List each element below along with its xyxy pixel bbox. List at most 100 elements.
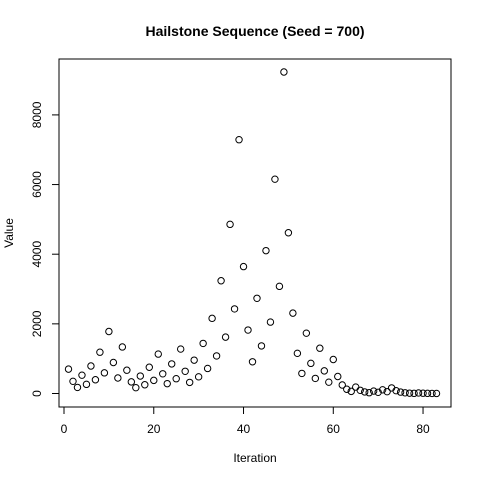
data-point bbox=[365, 388, 373, 397]
data-point bbox=[275, 282, 284, 291]
data-point bbox=[352, 383, 360, 391]
chart-title: Hailstone Sequence (Seed = 700) bbox=[145, 23, 364, 39]
data-point bbox=[141, 381, 149, 389]
data-point bbox=[226, 220, 234, 229]
data-point bbox=[212, 352, 221, 360]
data-point bbox=[401, 389, 409, 397]
data-point bbox=[302, 329, 311, 337]
y-tick-label: 0 bbox=[30, 390, 44, 397]
data-point bbox=[356, 386, 364, 394]
data-point bbox=[221, 333, 230, 341]
data-point bbox=[432, 389, 441, 398]
x-tick-label: 20 bbox=[147, 422, 161, 436]
y-tick-label: 8000 bbox=[30, 101, 44, 128]
data-point bbox=[320, 367, 329, 375]
y-tick-label: 6000 bbox=[30, 171, 44, 198]
x-axis-label: Iteration bbox=[233, 451, 276, 465]
data-point bbox=[289, 309, 297, 317]
x-tick-label: 80 bbox=[416, 422, 430, 436]
data-point bbox=[82, 380, 91, 389]
data-point bbox=[132, 383, 140, 392]
data-point bbox=[123, 366, 131, 374]
data-point bbox=[208, 314, 216, 323]
data-point bbox=[168, 360, 176, 368]
data-point bbox=[298, 369, 306, 378]
data-point bbox=[338, 381, 346, 389]
data-point bbox=[369, 387, 378, 395]
data-point bbox=[69, 377, 77, 386]
data-point bbox=[239, 262, 248, 271]
data-point bbox=[414, 389, 423, 397]
plot-frame bbox=[58, 58, 452, 408]
data-point bbox=[105, 327, 113, 336]
data-point bbox=[419, 389, 427, 397]
data-point bbox=[266, 318, 275, 326]
data-point bbox=[154, 350, 162, 358]
data-point bbox=[78, 371, 86, 379]
data-point bbox=[405, 389, 414, 397]
data-point bbox=[163, 379, 171, 388]
data-point bbox=[73, 383, 82, 392]
y-axis-label: Value bbox=[2, 218, 16, 248]
data-point bbox=[284, 229, 293, 237]
data-point bbox=[172, 374, 180, 383]
data-point bbox=[248, 358, 257, 366]
data-point bbox=[185, 378, 194, 387]
data-point bbox=[230, 305, 239, 313]
data-point bbox=[64, 365, 73, 373]
data-point bbox=[203, 364, 212, 373]
data-point bbox=[316, 344, 324, 352]
data-point bbox=[199, 339, 207, 348]
data-point bbox=[311, 374, 320, 383]
data-point bbox=[159, 370, 167, 378]
x-axis: 0 20 40 60 80 bbox=[61, 406, 430, 436]
data-point bbox=[235, 135, 243, 144]
y-axis: 0 2000 4000 6000 8000 bbox=[30, 101, 60, 397]
data-points bbox=[64, 68, 441, 398]
data-point bbox=[100, 369, 109, 377]
data-point bbox=[271, 175, 279, 183]
y-tick-label: 4000 bbox=[30, 241, 44, 268]
data-point bbox=[423, 389, 432, 398]
data-point bbox=[257, 342, 266, 350]
data-point bbox=[127, 378, 136, 386]
data-point bbox=[262, 246, 270, 255]
x-tick-label: 0 bbox=[61, 422, 68, 436]
data-point bbox=[329, 355, 337, 364]
y-tick-label: 2000 bbox=[30, 310, 44, 337]
data-point bbox=[114, 374, 122, 382]
data-point bbox=[383, 387, 391, 396]
data-point bbox=[150, 376, 158, 385]
data-point bbox=[253, 294, 261, 302]
x-tick-label: 40 bbox=[237, 422, 251, 436]
data-point bbox=[118, 343, 127, 351]
x-tick-label: 60 bbox=[327, 422, 341, 436]
data-point bbox=[343, 385, 351, 393]
data-point bbox=[194, 373, 203, 381]
data-point bbox=[392, 387, 400, 395]
data-point bbox=[176, 345, 185, 353]
data-point bbox=[293, 349, 302, 358]
data-point bbox=[347, 387, 355, 396]
data-point bbox=[378, 386, 387, 394]
data-point bbox=[217, 277, 225, 285]
data-point bbox=[334, 372, 342, 381]
data-point bbox=[360, 388, 369, 396]
data-point bbox=[428, 389, 436, 398]
data-point bbox=[307, 359, 315, 368]
data-point bbox=[410, 389, 418, 398]
data-point bbox=[96, 348, 104, 356]
data-point bbox=[91, 376, 100, 384]
data-point bbox=[109, 358, 118, 367]
data-point bbox=[374, 388, 382, 396]
data-point bbox=[145, 363, 153, 371]
data-point bbox=[325, 378, 333, 386]
data-point bbox=[190, 356, 198, 364]
data-point bbox=[87, 362, 95, 370]
data-point bbox=[244, 326, 252, 334]
data-point bbox=[136, 372, 145, 380]
data-point bbox=[181, 367, 189, 375]
data-point bbox=[280, 68, 288, 76]
data-point bbox=[396, 388, 405, 396]
